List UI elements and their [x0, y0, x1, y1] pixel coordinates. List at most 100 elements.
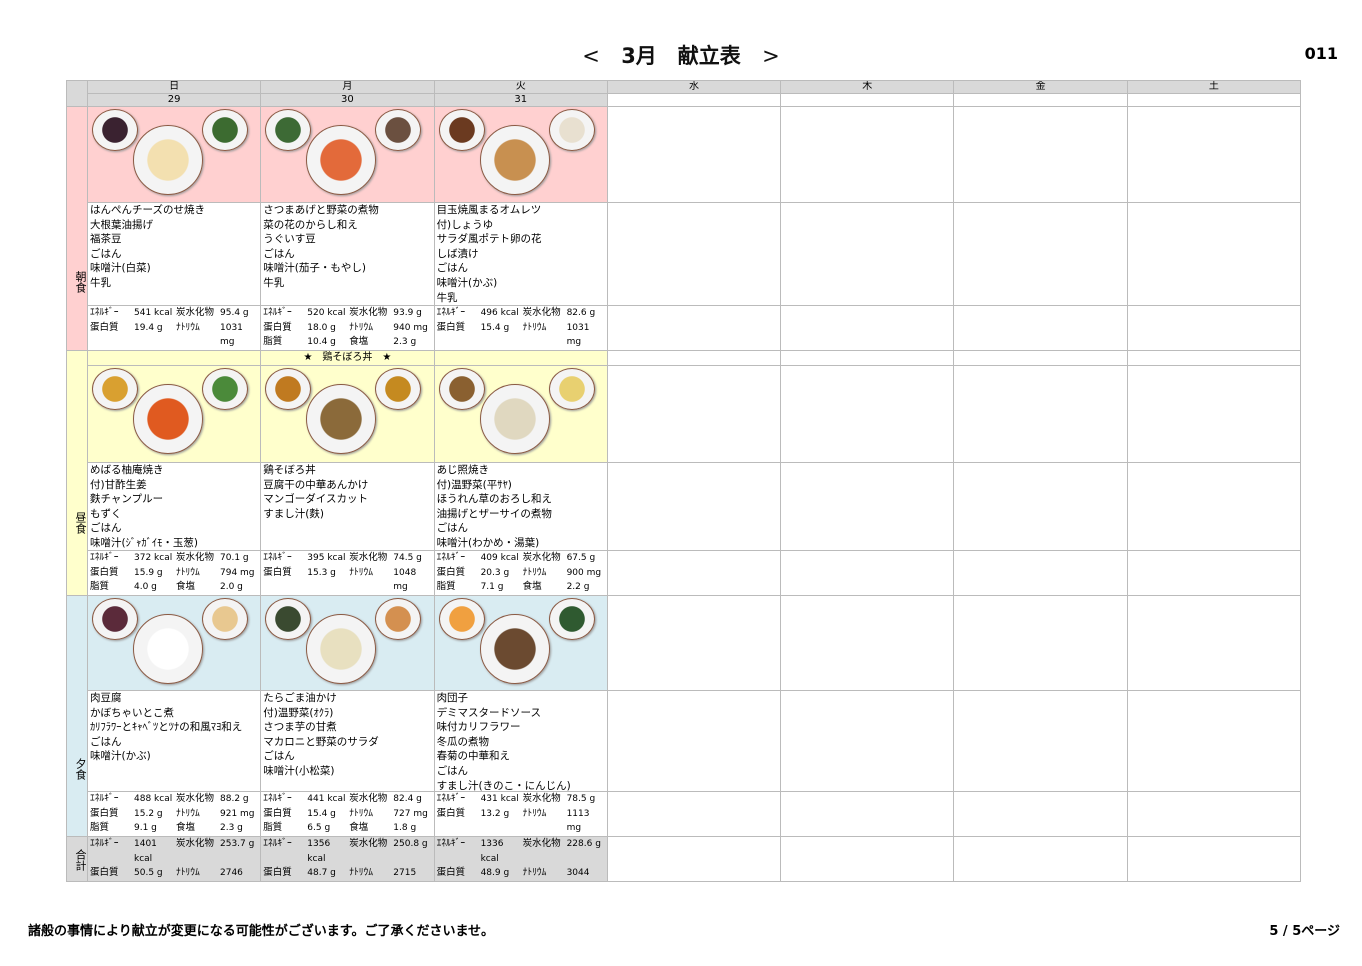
menu-item: 菜の花のからし和え: [263, 218, 358, 231]
prev-month-button[interactable]: <: [582, 44, 600, 68]
nutrient-value-salt: 2.3 g: [393, 337, 417, 348]
nutrition-total: ｴﾈﾙｷﾞｰ 1336 kcal 炭水化物 228.6 g 蛋白質 48.9 g ﾅﾄﾘｳﾑ…: [434, 837, 607, 881]
nutrient-label-salt: 食塩: [349, 336, 369, 348]
nutrient-label-sodium: ﾅﾄﾘｳﾑ: [349, 807, 374, 819]
nutrition-empty: [1127, 551, 1300, 595]
date-header: 30: [261, 94, 434, 106]
meal-photo-dinner: [781, 596, 954, 690]
meal-photo-dinner: [607, 596, 781, 690]
nutrient-value-fat: 7.1 g: [480, 582, 504, 593]
menu-item: 味噌汁(白菜): [90, 262, 151, 275]
nutrition-empty: [607, 551, 781, 595]
meal-photo-breakfast: [607, 107, 781, 202]
meal-label: 合計: [74, 849, 87, 871]
weekday-header: 水: [607, 81, 781, 93]
menu-item: もずく: [90, 507, 122, 520]
food-dish-image: [479, 614, 550, 684]
weekday-header: 月: [261, 81, 434, 93]
menu-list-empty: [781, 691, 954, 791]
lunch-banner: [1127, 351, 1300, 365]
nutrient-label-carbs: 炭水化物: [176, 793, 215, 804]
food-dish-image: [375, 368, 422, 410]
nutrient-label-carbs: 炭水化物: [176, 552, 215, 563]
nutrient-value-carbs: 228.6 g: [566, 839, 601, 849]
nutrition-total: [1127, 837, 1300, 881]
nutrient-label-protein: 蛋白質: [436, 807, 466, 819]
nutrient-label-carbs: 炭水化物: [522, 307, 561, 318]
nutrition-total: [607, 837, 781, 881]
nutrient-value-energy: 488 kcal: [134, 794, 173, 804]
menu-item: すまし汁(麩): [263, 507, 324, 520]
nutrition-empty: [781, 551, 954, 595]
nutrient-label-energy: ｴﾈﾙｷﾞｰ: [263, 838, 292, 849]
weekday: 木: [862, 81, 873, 92]
nutrient-label-fat: 脂質: [436, 581, 456, 593]
menu-item: さつまあげと野菜の煮物: [263, 204, 379, 216]
lunch-banner: [607, 351, 781, 365]
food-dish-image: [548, 109, 595, 151]
nutrient-label-protein: 蛋白質: [436, 566, 466, 578]
lunch-banner: [954, 351, 1127, 365]
nutrient-value-carbs: 74.5 g: [393, 553, 422, 563]
nutrient-value-salt: 2.0 g: [220, 582, 243, 593]
meal-photo-breakfast: [88, 107, 261, 202]
nutrient-value-fat: 6.5 g: [307, 823, 331, 834]
nutrient-value-carbs: 78.5 g: [566, 794, 596, 804]
nutrient-label-fat: 脂質: [263, 822, 283, 834]
food-dish-image: [438, 368, 485, 410]
food-dish-image: [133, 614, 203, 684]
menu-item: 牛乳: [263, 276, 285, 289]
nutrient-label-protein: 蛋白質: [263, 321, 292, 333]
menu-item: 鶏そぼろ丼: [263, 464, 316, 476]
menu-item: ごはん: [90, 735, 122, 748]
menu-list-empty: [1127, 203, 1300, 305]
nutrient-label-protein: 蛋白質: [90, 321, 119, 333]
menu-item: 付)温野菜(平ｻﾔ): [436, 478, 512, 491]
date: 31: [514, 94, 528, 105]
nutrition-lunch: ｴﾈﾙｷﾞｰ 409 kcal 炭水化物 67.5 g 蛋白質 20.3 g ﾅﾄﾘｳﾑ 90…: [434, 551, 607, 595]
page-number: 5 / 5ページ: [1269, 924, 1340, 939]
meal-photo-lunch: [261, 366, 434, 462]
date-header: [954, 94, 1127, 106]
date-header: [607, 94, 781, 106]
lunch-banner: [434, 351, 607, 365]
menu-item: 味噌汁(ｼﾞｬｶﾞｲﾓ・玉葱): [90, 536, 198, 549]
food-dish-image: [548, 368, 595, 410]
nutrient-value-sodium: 1031 mg: [566, 322, 590, 348]
weekday: 日: [169, 81, 180, 92]
nutrition-dinner: ｴﾈﾙｷﾞｰ 441 kcal 炭水化物 82.4 g 蛋白質 15.4 g ﾅﾄﾘｳﾑ 72…: [261, 792, 434, 836]
nutrient-label-carbs: 炭水化物: [522, 838, 561, 849]
nutrient-value-energy: 1401 kcal: [134, 839, 157, 864]
nutrient-label-energy: ｴﾈﾙｷﾞｰ: [263, 793, 292, 804]
menu-list-empty: [607, 463, 781, 550]
menu-list-lunch: あじ照焼き 付)温野菜(平ｻﾔ) ほうれん草のおろし和え 油揚げとザーサイの煮物 ごはん…: [434, 463, 607, 550]
menu-item: 味噌汁(小松菜): [263, 764, 335, 777]
menu-item: 冬瓜の煮物: [436, 735, 490, 748]
menu-item: ごはん: [90, 522, 122, 535]
menu-item: すまし汁(きのこ・にんじん): [436, 779, 571, 791]
menu-item: 大根葉油揚げ: [90, 218, 153, 231]
meal-label: 昼食: [74, 512, 87, 534]
meal-photo-breakfast: [1127, 107, 1300, 202]
nutrient-value-sodium: 2715 mg: [393, 868, 417, 879]
lunch-banner: [88, 351, 261, 365]
nutrient-value-energy: 496 kcal: [480, 308, 519, 318]
menu-list-empty: [607, 203, 781, 305]
next-month-button[interactable]: >: [762, 44, 780, 68]
meal-label: 夕食: [74, 758, 87, 780]
nutrient-label-salt: 食塩: [349, 822, 369, 834]
weekday: 火: [515, 81, 526, 92]
meal-label-total: 合計: [67, 837, 87, 881]
nutrient-value-protein: 20.3 g: [480, 567, 510, 578]
nutrient-value-sodium: 3044 mg: [566, 868, 590, 879]
date: 29: [167, 94, 181, 105]
nutrient-label-carbs: 炭水化物: [349, 793, 388, 804]
weekday-header: 金: [954, 81, 1127, 93]
menu-item: マカロニと野菜のサラダ: [263, 735, 379, 748]
nutrient-value-carbs: 67.5 g: [566, 553, 596, 563]
nutrient-value-energy: 441 kcal: [307, 794, 346, 804]
nutrient-label-carbs: 炭水化物: [349, 838, 388, 849]
nutrition-empty: [1127, 792, 1300, 836]
nutrient-label-energy: ｴﾈﾙｷﾞｰ: [436, 552, 466, 563]
